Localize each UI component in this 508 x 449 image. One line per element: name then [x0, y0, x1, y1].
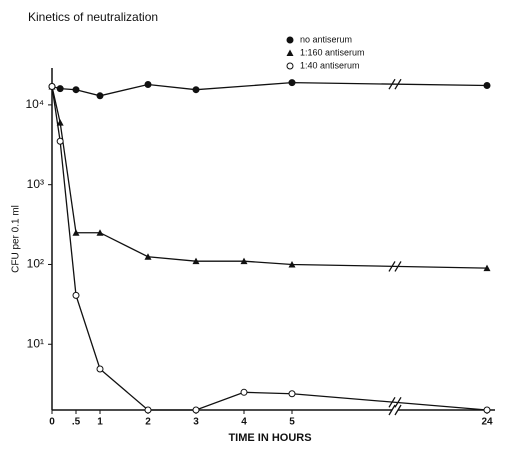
point: [56, 85, 64, 93]
point: [72, 86, 80, 94]
y-tick-label: 10³: [27, 177, 44, 191]
point: [144, 253, 152, 260]
point: [144, 406, 152, 414]
point: [288, 260, 296, 268]
x-tick-label: 0: [49, 417, 55, 428]
axis-break: [394, 404, 402, 416]
axis-break: [388, 404, 396, 416]
point: [483, 82, 491, 90]
chart-title: Kinetics of neutralization: [28, 10, 158, 24]
series-line: [51, 82, 488, 97]
point: [192, 406, 200, 414]
x-tick-label: 4: [241, 417, 247, 428]
point: [144, 81, 152, 89]
y-tick-label: 10¹: [27, 336, 44, 350]
point: [72, 291, 80, 299]
legend-marker: [286, 36, 294, 44]
legend-marker: [286, 49, 294, 56]
point: [56, 119, 64, 126]
point: [56, 137, 64, 145]
point: [96, 365, 104, 373]
legend-marker: [286, 62, 294, 70]
legend-label: 1:160 antiserum: [300, 47, 365, 57]
point: [72, 229, 80, 236]
point: [288, 79, 296, 87]
y-tick-label: 10²: [27, 257, 44, 271]
point: [192, 86, 200, 94]
x-tick-label: 5: [289, 417, 295, 428]
legend-label: 1:40 antiserum: [300, 60, 360, 70]
point: [48, 83, 56, 91]
point: [240, 257, 248, 265]
point: [288, 390, 296, 398]
x-tick-label: 3: [193, 417, 199, 428]
point: [192, 257, 200, 265]
point: [240, 388, 248, 396]
point: [483, 264, 491, 272]
series-line: [51, 86, 488, 269]
point: [96, 92, 104, 100]
x-tick-label: 24: [481, 417, 493, 428]
legend-label: no antiserum: [300, 34, 352, 44]
point: [96, 229, 104, 236]
y-tick-label: 10⁴: [25, 97, 44, 111]
x-tick-label: 1: [97, 417, 103, 428]
x-tick-label: .5: [72, 417, 81, 428]
y-axis-label: CFU per 0.1 ml: [11, 205, 22, 273]
point: [483, 406, 491, 414]
series-line: [51, 86, 488, 411]
x-axis-label: TIME IN HOURS: [228, 432, 311, 444]
x-tick-label: 2: [145, 417, 151, 428]
